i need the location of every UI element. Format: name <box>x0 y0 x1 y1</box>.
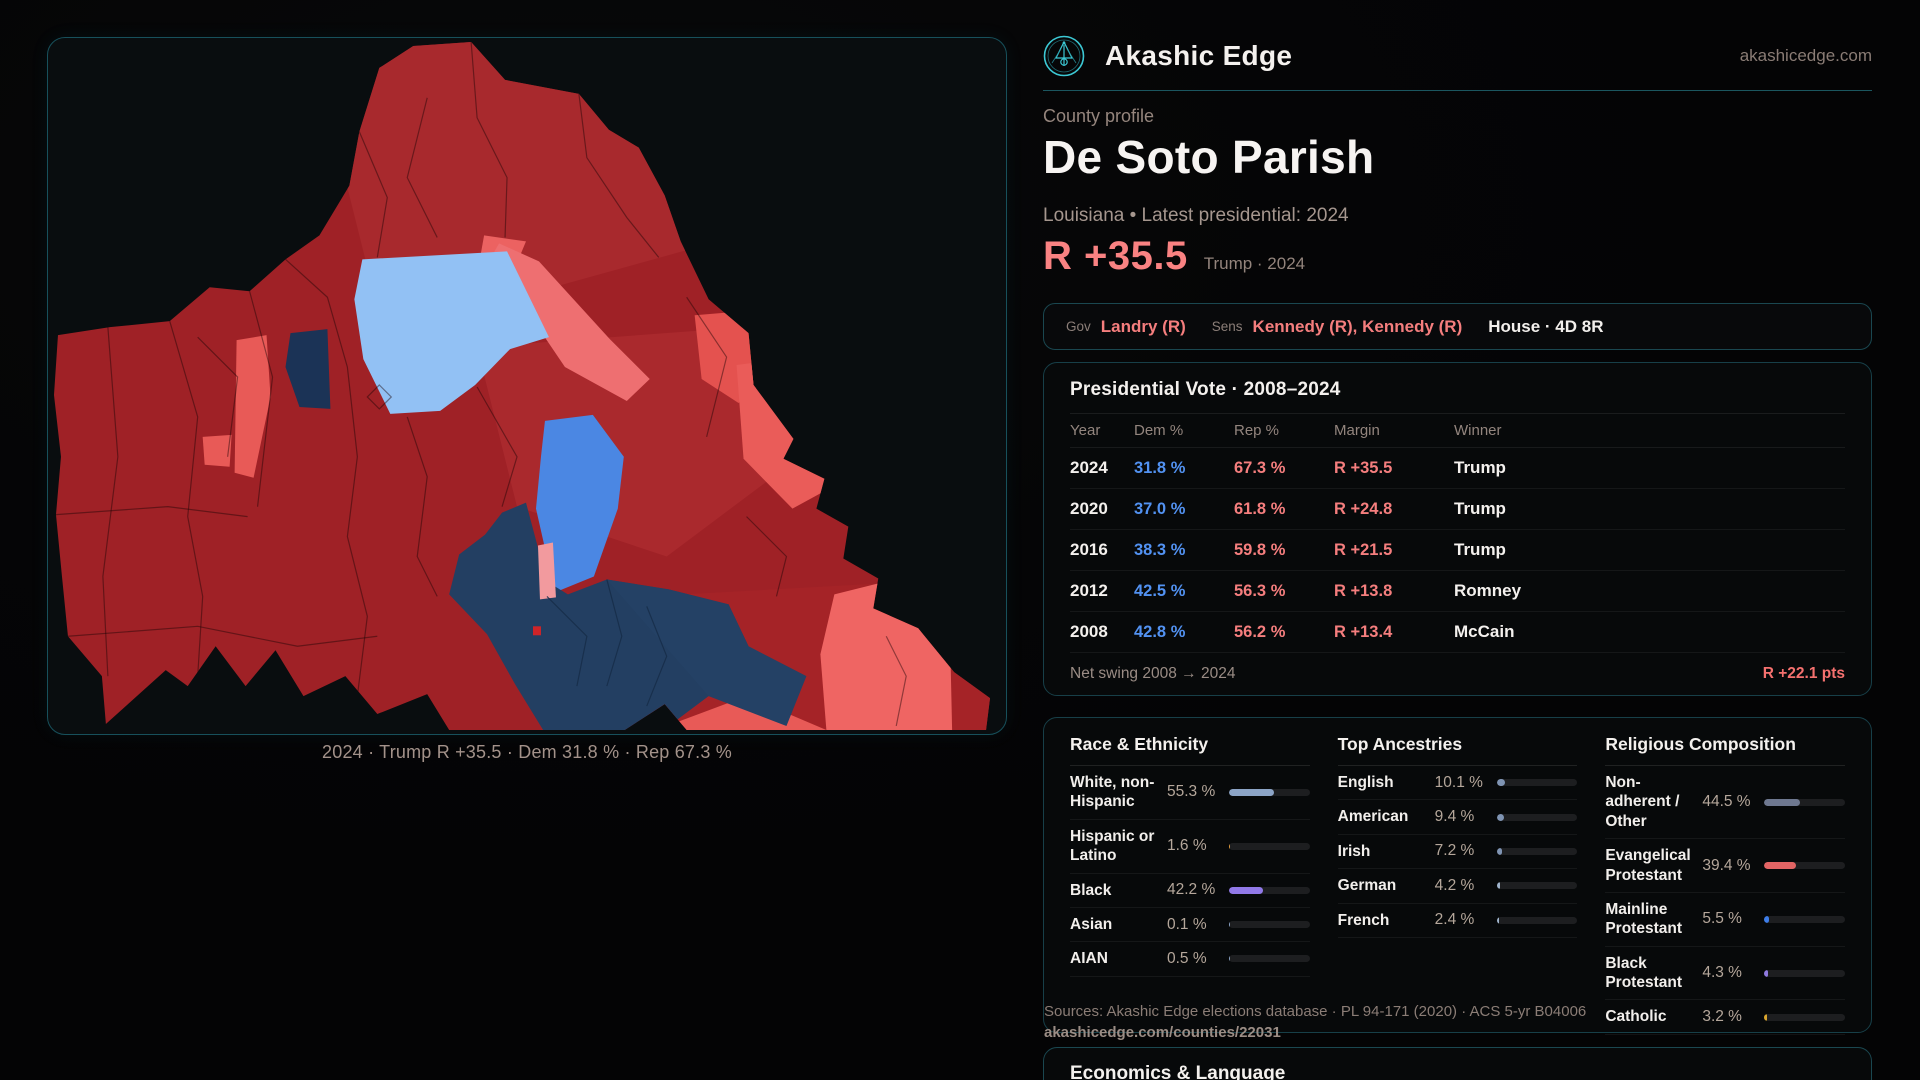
latest-margin-row: R +35.5 Trump · 2024 <box>1043 234 1305 279</box>
table-row: 2020 37.0 % 61.8 % R +24.8 Trump <box>1070 489 1845 531</box>
table-header-row: Year Dem % Rep % Margin Winner <box>1070 414 1845 449</box>
county-permalink[interactable]: akashicedge.com/counties/22031 <box>1044 1024 1281 1041</box>
stat-bar <box>1764 798 1845 806</box>
stat-row: Non-adherent / Other 44.5 % <box>1605 766 1845 840</box>
stat-row: American 9.4 % <box>1337 800 1578 835</box>
precinct-map[interactable] <box>48 38 1006 734</box>
page-title: De Soto Parish <box>1043 131 1375 183</box>
net-swing-value: R +22.1 pts <box>1762 665 1845 683</box>
stat-bar <box>1496 847 1578 855</box>
sens-value: Kennedy (R), Kennedy (R) <box>1252 316 1463 336</box>
brand-name: Akashic Edge <box>1105 40 1293 71</box>
stat-bar <box>1496 916 1578 924</box>
stat-bar <box>1229 921 1310 929</box>
stat-bar <box>1229 842 1310 850</box>
demographics-card: Race & Ethnicity White, non-Hispanic 55.… <box>1043 717 1872 1035</box>
state-and-latest-line: Louisiana • Latest presidential: 2024 <box>1043 205 1349 226</box>
stat-bar <box>1764 862 1845 869</box>
col-winner: Winner <box>1454 422 1502 440</box>
economics-language-title: Economics & Language <box>1070 1063 1286 1080</box>
stat-bar <box>1764 969 1845 977</box>
stat-bar <box>1229 886 1310 894</box>
stat-row: Mainline Protestant 5.5 % <box>1605 893 1845 947</box>
religious-composition-column: Religious Composition Non-adherent / Oth… <box>1605 734 1845 1035</box>
presidential-vote-card: Presidential Vote · 2008–2024 Year Dem %… <box>1043 362 1872 696</box>
map-dem-light-precinct <box>354 251 549 414</box>
stat-bar <box>1496 779 1578 787</box>
stat-row: German 4.2 % <box>1337 869 1578 904</box>
stat-bar <box>1229 955 1310 963</box>
house-value: House · 4D 8R <box>1488 316 1604 336</box>
race-ethnicity-title: Race & Ethnicity <box>1070 734 1310 766</box>
margin-note: Trump · 2024 <box>1203 254 1306 273</box>
margin-value: R +35.5 <box>1043 234 1188 278</box>
top-ancestries-column: Top Ancestries English 10.1 % American 9… <box>1337 734 1578 1035</box>
stat-bar <box>1229 788 1310 796</box>
net-swing-row: Net swing 2008 → 2024 R +22.1 pts <box>1070 653 1845 695</box>
stat-bar <box>1496 813 1578 821</box>
sources-line: Sources: Akashic Edge elections database… <box>1044 1003 1587 1020</box>
stat-bar <box>1496 882 1578 890</box>
stat-row: Hispanic or Latino 1.6 % <box>1070 820 1310 874</box>
stat-bar <box>1764 1013 1845 1021</box>
stat-row: Evangelical Protestant 39.4 % <box>1605 839 1845 893</box>
net-swing-label: Net swing 2008 → 2024 <box>1070 665 1236 683</box>
precinct-map-card <box>47 37 1007 735</box>
gov-value: Landry (R) <box>1100 316 1186 336</box>
col-rep: Rep % <box>1234 422 1280 440</box>
col-dem: Dem % <box>1134 422 1184 440</box>
stat-row: Catholic 3.2 % <box>1605 1000 1845 1035</box>
stat-row: English 10.1 % <box>1337 766 1578 801</box>
stat-row: French 2.4 % <box>1337 904 1578 938</box>
map-dem-mid-precinct <box>535 414 624 593</box>
table-row: 2016 38.3 % 59.8 % R +21.5 Trump <box>1070 530 1845 572</box>
stat-row: Black 42.2 % <box>1070 874 1310 908</box>
presidential-vote-title: Presidential Vote · 2008–2024 <box>1070 379 1845 414</box>
race-ethnicity-column: Race & Ethnicity White, non-Hispanic 55.… <box>1070 734 1310 1035</box>
gov-label: Gov <box>1066 319 1091 334</box>
county-profile-panel: Akashic Edge akashicedge.com County prof… <box>1043 0 1872 1080</box>
col-margin: Margin <box>1334 422 1380 440</box>
sens-label: Sens <box>1211 319 1243 334</box>
header-divider <box>1043 90 1872 91</box>
top-ancestries-title: Top Ancestries <box>1337 734 1578 766</box>
table-row: 2024 31.8 % 67.3 % R +35.5 Trump <box>1070 448 1845 490</box>
table-row: 2012 42.5 % 56.3 % R +13.8 Romney <box>1070 571 1845 613</box>
stat-row: Asian 0.1 % <box>1070 908 1310 943</box>
brand-domain-link[interactable]: akashicedge.com <box>1739 46 1872 65</box>
stat-bar <box>1764 915 1845 923</box>
map-dem-dark-precinct <box>449 502 749 731</box>
stat-row: AIAN 0.5 % <box>1070 942 1310 977</box>
economics-language-card: Economics & Language <box>1043 1047 1872 1080</box>
religious-composition-title: Religious Composition <box>1605 734 1845 766</box>
col-year: Year <box>1070 422 1101 440</box>
sources-block: Sources: Akashic Edge elections database… <box>1044 1001 1586 1043</box>
officials-bar: Gov Landry (R) Sens Kennedy (R), Kennedy… <box>1043 303 1872 350</box>
panel-header: Akashic Edge akashicedge.com <box>1043 33 1872 79</box>
kicker-county-profile: County profile <box>1043 106 1155 126</box>
stat-row: Irish 7.2 % <box>1337 835 1578 870</box>
map-caption: 2024 · Trump R +35.5 · Dem 31.8 % · Rep … <box>322 742 732 762</box>
stat-row: Black Protestant 4.3 % <box>1605 947 1845 1001</box>
table-row: 2008 42.8 % 56.2 % R +13.4 McCain <box>1070 612 1845 654</box>
akashic-edge-logo-icon <box>1043 35 1085 77</box>
stat-row: White, non-Hispanic 55.3 % <box>1070 766 1310 820</box>
